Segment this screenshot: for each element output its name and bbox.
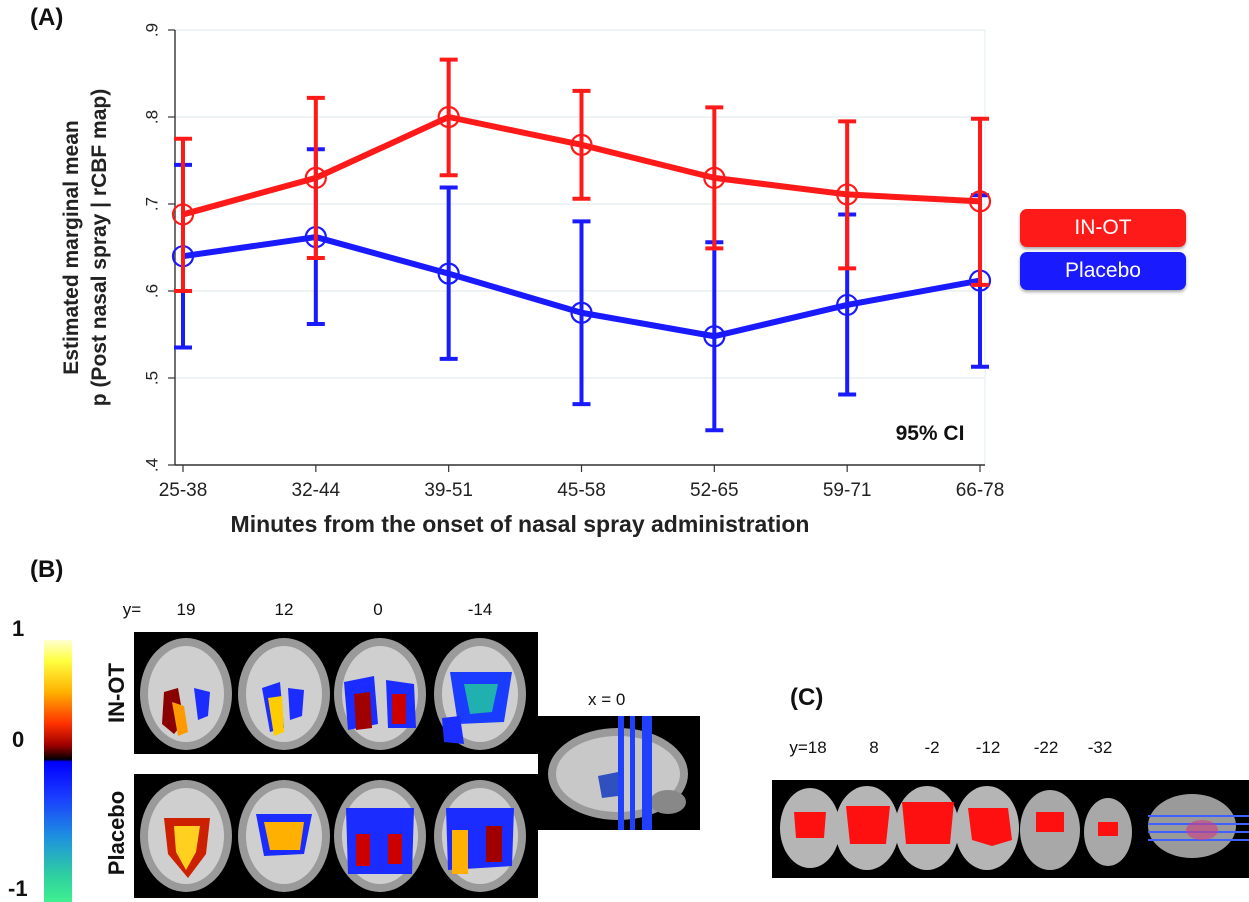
x-tick-label: 66-78	[956, 480, 1005, 501]
colorbar-tick-min: -1	[8, 876, 28, 902]
sagittal-label: x = 0	[588, 690, 625, 710]
x-tick-label: 32-44	[292, 480, 341, 501]
x-tick-label: 25-38	[159, 480, 208, 501]
ci-note: 95% CI	[896, 422, 965, 445]
y-tick-label: .7	[142, 197, 161, 211]
line-chart: .4 .5 .6 .7 .8 .9 25-38 32-44 39-51 45-58 52-65 59-…	[0, 0, 1020, 540]
colorbar-tick-max: 1	[12, 616, 24, 642]
legend-placebo: Placebo	[1020, 252, 1186, 290]
slice-label-c: 8	[869, 738, 878, 758]
brain-image-axial-row	[772, 780, 1249, 878]
y-tick-label: .4	[142, 458, 161, 472]
brain-image-sagittal	[538, 716, 700, 830]
y-tick-label: .9	[142, 23, 161, 37]
y-tick-label: .5	[142, 371, 161, 385]
legend-in-ot: IN-OT	[1020, 209, 1186, 247]
slice-label-b: 19	[177, 600, 196, 620]
y-axis-label: Estimated marginal mean	[60, 120, 83, 374]
brain-image-in-ot-row	[134, 632, 538, 754]
y-tick-label: .8	[142, 110, 161, 124]
slice-label-c: -32	[1088, 738, 1113, 758]
x-tick-label: 45-58	[557, 480, 606, 501]
row-label-placebo: Placebo	[104, 778, 130, 888]
x-tick-label: 59-71	[823, 480, 872, 501]
slice-label-c: -22	[1034, 738, 1059, 758]
colorbar-tick-zero: 0	[12, 727, 24, 753]
y-tick-label: .6	[142, 284, 161, 298]
x-tick-label: 39-51	[424, 480, 473, 501]
x-axis-label: Minutes from the onset of nasal spray ad…	[231, 511, 810, 537]
slice-label-c: -2	[924, 738, 939, 758]
panel-b-label: (B)	[30, 556, 63, 584]
slice-label-b: -14	[468, 600, 493, 620]
colorbar	[44, 640, 72, 902]
slice-label-c: y=18	[789, 738, 826, 758]
panel-c-label: (C)	[790, 684, 823, 712]
y-axis-label: p (Post nasal spray | rCBF map)	[88, 89, 111, 406]
y-prefix: y=	[123, 600, 141, 620]
x-tick-label: 52-65	[690, 480, 739, 501]
slice-label-b: 0	[373, 600, 382, 620]
row-label-in-ot: IN-OT	[104, 648, 130, 738]
brain-image-placebo-row	[134, 774, 538, 898]
slice-label-c: -12	[976, 738, 1001, 758]
slice-label-b: 12	[275, 600, 294, 620]
